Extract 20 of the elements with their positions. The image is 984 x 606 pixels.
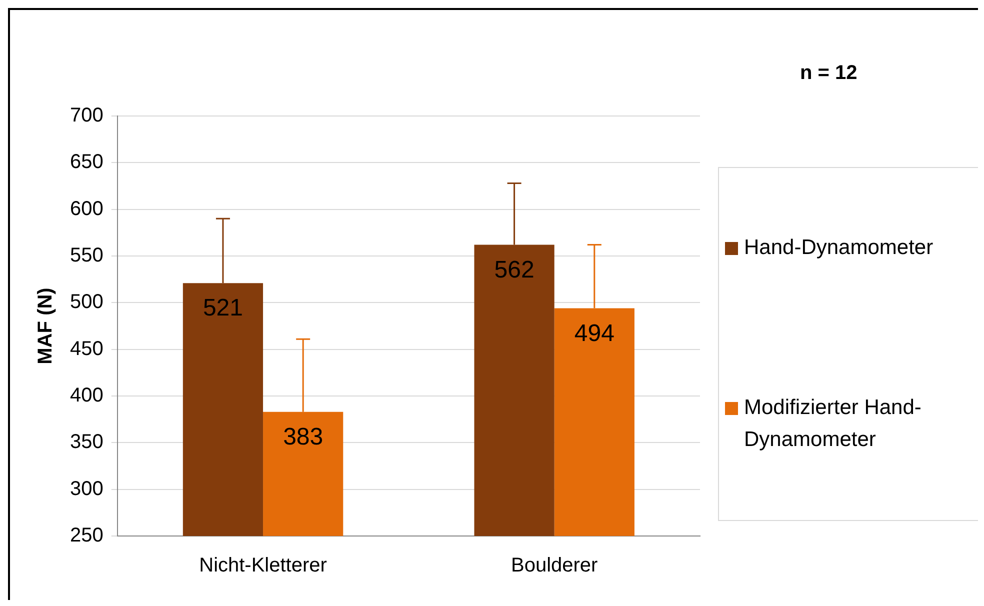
y-tick-label: 500 [70,291,104,314]
data-label: 383 [283,423,324,450]
y-tick-label: 400 [70,384,104,407]
y-tick-label: 650 [70,151,104,174]
legend-label: Modifizierter Hand-Dynamometer [744,395,922,453]
x-tick-label: Nicht-Kletterer [199,554,328,577]
y-tick-label: 700 [70,104,104,127]
y-tick-label: 600 [70,198,104,220]
text: n = 12 [800,62,858,85]
y-tick-label: 550 [70,244,104,267]
y-axis-title: MAF (N) [34,288,57,364]
legend-label: Hand-Dynamometer [744,235,934,261]
data-label: 521 [202,294,243,322]
y-tick-label: 350 [70,431,104,454]
x-tick-label: Boulderer [510,554,598,577]
y-tick-label: 250 [70,524,104,547]
y-tick-label: 450 [70,338,104,360]
y-tick-label: 300 [70,478,104,500]
data-label: 562 [494,256,534,284]
data-label: 494 [574,320,614,347]
